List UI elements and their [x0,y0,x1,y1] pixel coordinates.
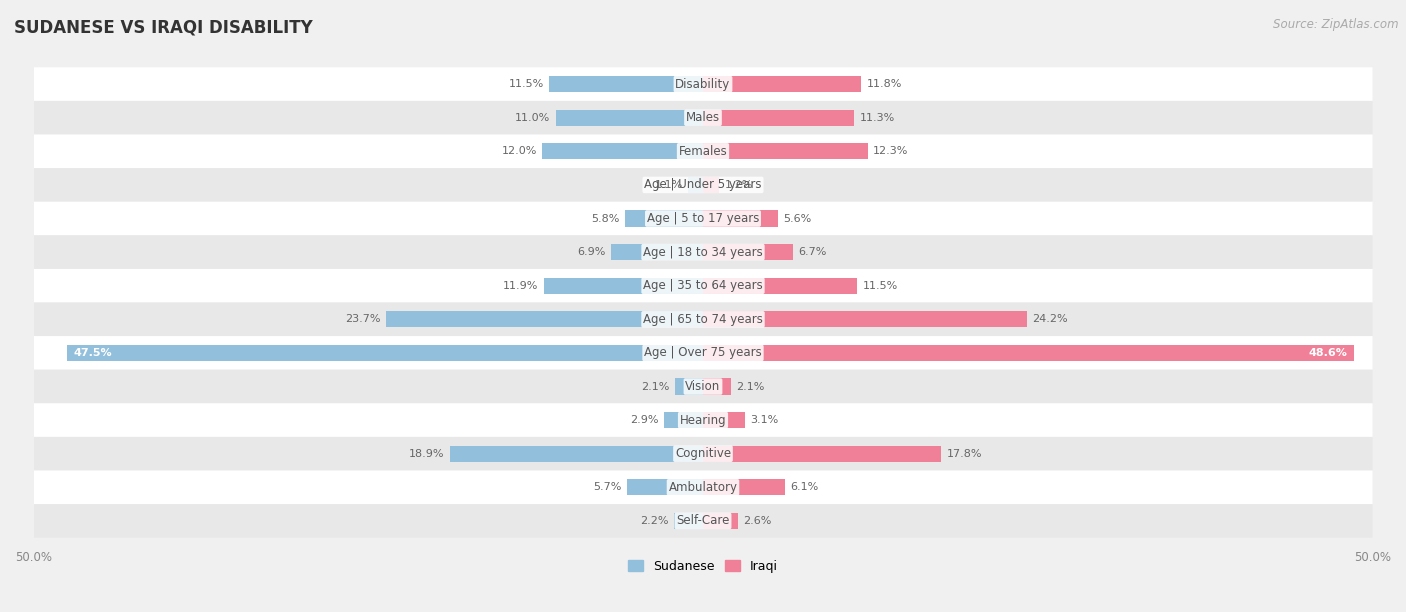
Text: 24.2%: 24.2% [1032,315,1069,324]
FancyBboxPatch shape [34,67,1372,101]
Bar [664,412,703,428]
Bar [543,143,703,159]
Text: 5.7%: 5.7% [593,482,621,492]
Bar [544,278,703,294]
Text: Vision: Vision [685,380,721,393]
Bar [703,76,860,92]
FancyBboxPatch shape [34,135,1372,168]
Text: 17.8%: 17.8% [946,449,983,459]
Bar [703,244,793,260]
Text: Hearing: Hearing [679,414,727,427]
Text: Age | 18 to 34 years: Age | 18 to 34 years [643,245,763,259]
Text: 2.6%: 2.6% [744,516,772,526]
Text: 23.7%: 23.7% [344,315,380,324]
Text: 48.6%: 48.6% [1308,348,1347,358]
FancyBboxPatch shape [34,236,1372,269]
Bar [703,446,942,462]
Text: 5.8%: 5.8% [592,214,620,223]
Text: Age | 35 to 64 years: Age | 35 to 64 years [643,279,763,292]
FancyBboxPatch shape [34,202,1372,236]
Bar [626,211,703,226]
Text: Self-Care: Self-Care [676,515,730,528]
Text: 11.8%: 11.8% [866,79,901,89]
Text: 1.2%: 1.2% [724,180,752,190]
Text: 3.1%: 3.1% [749,415,778,425]
FancyBboxPatch shape [34,168,1372,202]
Text: Age | Over 75 years: Age | Over 75 years [644,346,762,359]
Text: 11.3%: 11.3% [859,113,894,123]
Text: 2.1%: 2.1% [737,381,765,392]
Bar [610,244,703,260]
Text: 11.9%: 11.9% [503,281,538,291]
Bar [675,378,703,395]
Text: 11.5%: 11.5% [862,281,897,291]
Text: Age | 5 to 17 years: Age | 5 to 17 years [647,212,759,225]
Bar [548,76,703,92]
Text: 11.5%: 11.5% [509,79,544,89]
Bar [627,479,703,495]
Bar [703,211,778,226]
Bar [385,312,703,327]
Text: 47.5%: 47.5% [73,348,112,358]
Text: 11.0%: 11.0% [515,113,550,123]
Bar [703,110,855,126]
Bar [703,143,868,159]
Text: 18.9%: 18.9% [409,449,444,459]
Bar [703,278,858,294]
Text: Cognitive: Cognitive [675,447,731,460]
Bar [703,513,738,529]
Text: Age | Under 5 years: Age | Under 5 years [644,179,762,192]
FancyBboxPatch shape [34,403,1372,437]
Text: Males: Males [686,111,720,124]
Text: 1.1%: 1.1% [655,180,683,190]
Bar [450,446,703,462]
FancyBboxPatch shape [34,269,1372,302]
FancyBboxPatch shape [34,101,1372,135]
Bar [689,177,703,193]
Text: 2.1%: 2.1% [641,381,669,392]
FancyBboxPatch shape [34,471,1372,504]
Bar [703,378,731,395]
FancyBboxPatch shape [34,370,1372,403]
Text: 2.9%: 2.9% [630,415,659,425]
Bar [555,110,703,126]
Text: 2.2%: 2.2% [640,516,668,526]
Text: 12.0%: 12.0% [502,146,537,156]
FancyBboxPatch shape [34,336,1372,370]
FancyBboxPatch shape [34,437,1372,471]
Text: 12.3%: 12.3% [873,146,908,156]
Bar [703,412,745,428]
Bar [673,513,703,529]
Text: SUDANESE VS IRAQI DISABILITY: SUDANESE VS IRAQI DISABILITY [14,18,312,36]
Text: Disability: Disability [675,78,731,91]
Text: Age | 65 to 74 years: Age | 65 to 74 years [643,313,763,326]
FancyBboxPatch shape [34,302,1372,336]
Legend: Sudanese, Iraqi: Sudanese, Iraqi [628,560,778,573]
Text: 6.9%: 6.9% [576,247,605,257]
Text: Ambulatory: Ambulatory [668,481,738,494]
Bar [703,177,718,193]
Text: Females: Females [679,145,727,158]
Bar [67,345,703,361]
Bar [703,345,1354,361]
Text: 5.6%: 5.6% [783,214,811,223]
Bar [703,479,785,495]
Text: 6.7%: 6.7% [799,247,827,257]
FancyBboxPatch shape [34,504,1372,538]
Text: 6.1%: 6.1% [790,482,818,492]
Bar [703,312,1026,327]
Text: Source: ZipAtlas.com: Source: ZipAtlas.com [1274,18,1399,31]
